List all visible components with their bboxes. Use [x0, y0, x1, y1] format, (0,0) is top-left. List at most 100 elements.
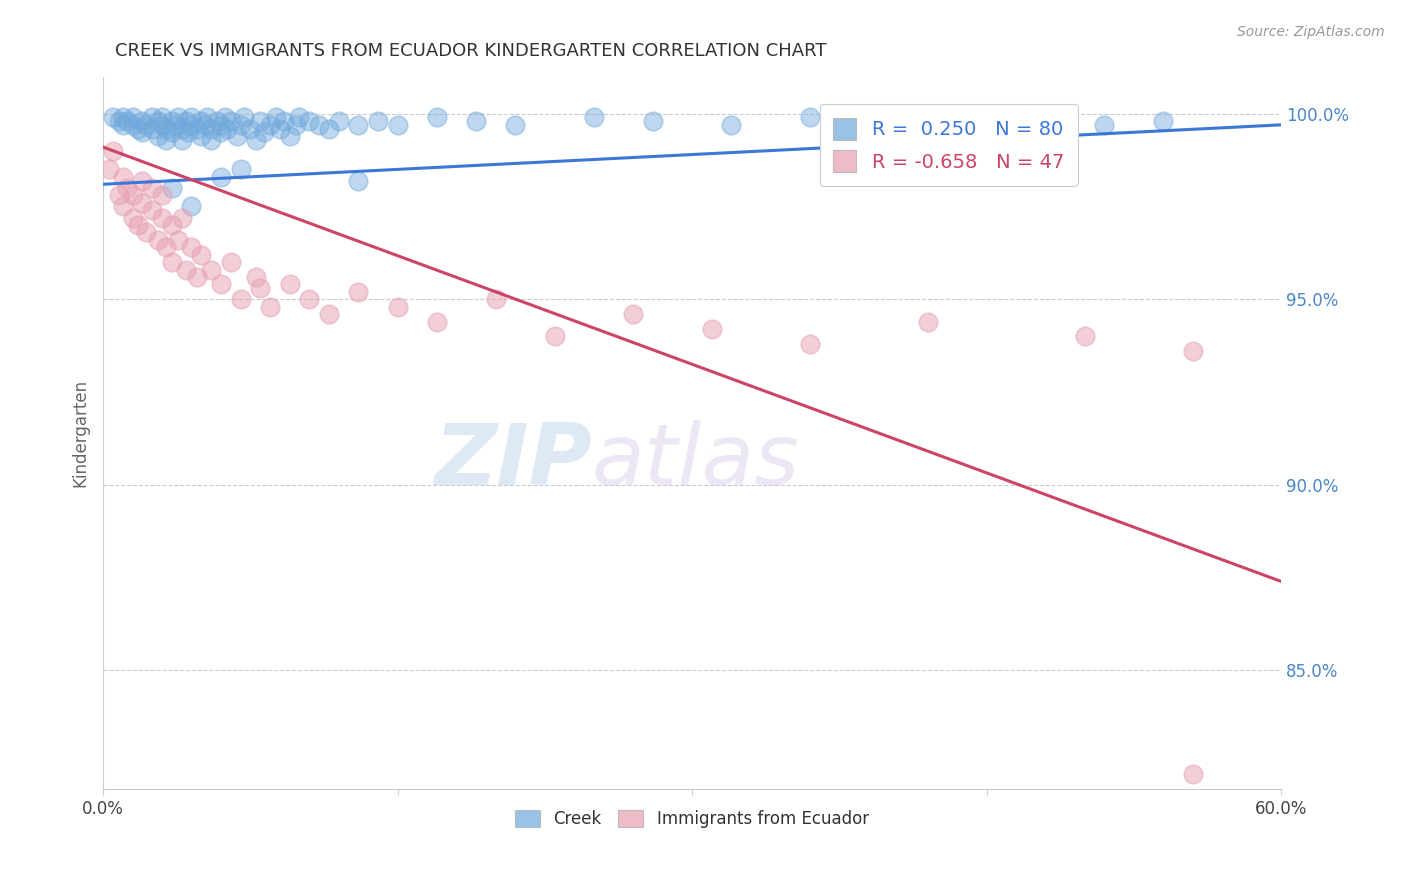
Point: [190, 248, 212, 262]
Point: [108, 114, 131, 128]
Legend: Creek, Immigrants from Ecuador: Creek, Immigrants from Ecuador: [509, 803, 876, 834]
Point: [131, 125, 153, 139]
Point: [269, 121, 291, 136]
Point: [170, 133, 193, 147]
Point: [98, 162, 121, 177]
Point: [108, 188, 131, 202]
Point: [146, 128, 169, 143]
Point: [426, 111, 449, 125]
Point: [131, 195, 153, 210]
Point: [160, 181, 183, 195]
Point: [225, 128, 247, 143]
Point: [505, 118, 527, 132]
Point: [121, 211, 143, 225]
Point: [308, 118, 330, 132]
Point: [166, 233, 188, 247]
Point: [121, 111, 143, 125]
Point: [284, 118, 307, 132]
Point: [426, 314, 449, 328]
Point: [127, 218, 149, 232]
Point: [1181, 767, 1204, 781]
Point: [298, 114, 321, 128]
Point: [700, 322, 723, 336]
Point: [131, 173, 153, 187]
Point: [288, 111, 311, 125]
Point: [229, 118, 252, 132]
Point: [150, 211, 173, 225]
Point: [111, 118, 134, 132]
Point: [190, 114, 212, 128]
Point: [131, 114, 153, 128]
Point: [259, 300, 281, 314]
Point: [245, 270, 267, 285]
Point: [318, 121, 340, 136]
Point: [877, 114, 900, 128]
Point: [328, 114, 350, 128]
Point: [917, 314, 939, 328]
Point: [367, 114, 389, 128]
Point: [176, 125, 198, 139]
Point: [799, 336, 821, 351]
Point: [205, 114, 228, 128]
Point: [387, 300, 409, 314]
Point: [485, 293, 508, 307]
Point: [174, 262, 197, 277]
Point: [245, 133, 267, 147]
Point: [121, 118, 143, 132]
Point: [155, 240, 177, 254]
Text: CREEK VS IMMIGRANTS FROM ECUADOR KINDERGARTEN CORRELATION CHART: CREEK VS IMMIGRANTS FROM ECUADOR KINDERG…: [115, 42, 827, 60]
Point: [641, 114, 664, 128]
Point: [1035, 114, 1057, 128]
Point: [115, 114, 138, 128]
Point: [200, 262, 222, 277]
Point: [180, 240, 202, 254]
Point: [720, 118, 742, 132]
Point: [1152, 114, 1174, 128]
Point: [190, 128, 212, 143]
Point: [1181, 344, 1204, 359]
Point: [264, 111, 287, 125]
Point: [160, 255, 183, 269]
Point: [121, 188, 143, 202]
Point: [219, 255, 242, 269]
Point: [111, 111, 134, 125]
Point: [111, 169, 134, 184]
Point: [174, 114, 197, 128]
Point: [209, 169, 232, 184]
Point: [278, 128, 301, 143]
Point: [229, 293, 252, 307]
Point: [465, 114, 488, 128]
Point: [141, 121, 163, 136]
Point: [160, 218, 183, 232]
Point: [180, 111, 202, 125]
Point: [543, 329, 565, 343]
Point: [186, 270, 208, 285]
Point: [150, 188, 173, 202]
Point: [214, 111, 236, 125]
Point: [155, 121, 177, 136]
Point: [956, 111, 979, 125]
Point: [101, 111, 124, 125]
Point: [298, 293, 321, 307]
Point: [278, 277, 301, 292]
Text: Source: ZipAtlas.com: Source: ZipAtlas.com: [1237, 25, 1385, 39]
Point: [150, 118, 173, 132]
Point: [347, 285, 370, 299]
Point: [621, 307, 644, 321]
Point: [170, 121, 193, 136]
Point: [127, 121, 149, 136]
Point: [229, 162, 252, 177]
Point: [215, 121, 238, 136]
Point: [150, 111, 173, 125]
Point: [146, 114, 169, 128]
Point: [155, 133, 177, 147]
Point: [347, 118, 370, 132]
Point: [1073, 329, 1095, 343]
Point: [259, 118, 281, 132]
Point: [135, 226, 157, 240]
Point: [186, 121, 208, 136]
Point: [209, 277, 232, 292]
Point: [799, 111, 821, 125]
Point: [101, 144, 124, 158]
Point: [209, 125, 232, 139]
